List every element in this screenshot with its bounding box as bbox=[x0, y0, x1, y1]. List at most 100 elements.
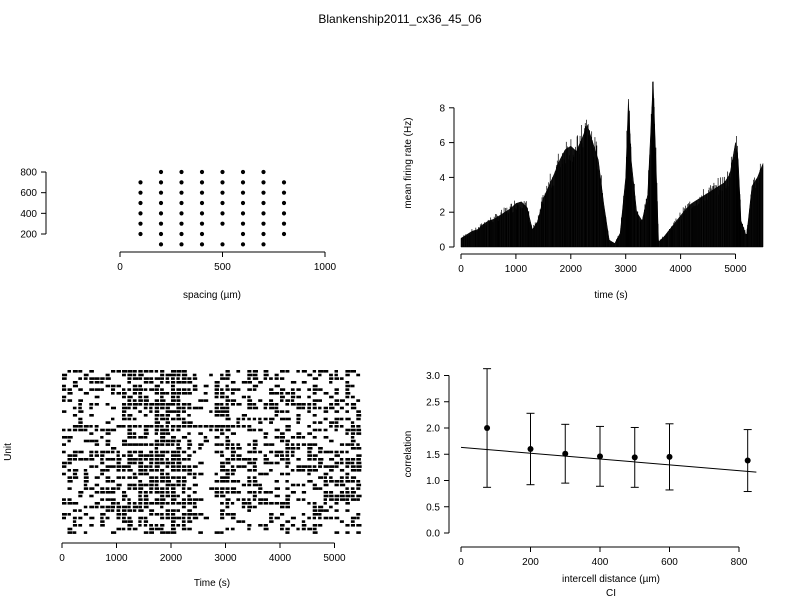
spike-raster-segment bbox=[323, 509, 329, 512]
spike-raster-segment bbox=[165, 373, 171, 377]
spike-raster-segment bbox=[100, 388, 104, 391]
spike-raster-segment bbox=[220, 410, 226, 413]
spike-raster-segment bbox=[116, 465, 122, 468]
spike-raster-segment bbox=[171, 520, 176, 523]
spike-raster-segment bbox=[94, 505, 99, 509]
spike-raster-segment bbox=[171, 399, 176, 402]
spike-raster-segment bbox=[269, 502, 274, 505]
spike-raster-segment bbox=[187, 414, 191, 417]
spike-raster-segment bbox=[160, 505, 164, 509]
spike-raster-segment bbox=[269, 417, 275, 421]
spike-raster-segment bbox=[225, 498, 231, 501]
spike-raster-segment bbox=[187, 388, 191, 391]
spike-raster-segment bbox=[318, 421, 323, 424]
spike-raster-segment bbox=[127, 417, 132, 421]
spike-raster-segment bbox=[263, 527, 269, 531]
spike-raster-segment bbox=[334, 480, 340, 483]
spike-raster-segment bbox=[329, 505, 333, 509]
spike-raster-segment bbox=[220, 465, 226, 468]
spike-raster-segment bbox=[149, 469, 154, 472]
spike-raster-segment bbox=[132, 505, 138, 509]
spike-raster-segment bbox=[334, 410, 340, 413]
spike-raster-segment bbox=[165, 483, 171, 487]
spike-raster-segment bbox=[100, 454, 105, 457]
spike-raster-segment bbox=[356, 373, 361, 377]
spike-raster-segment bbox=[78, 410, 84, 413]
spike-raster-segment bbox=[214, 472, 218, 476]
spike-raster-segment bbox=[154, 392, 159, 395]
spike-raster-segment bbox=[187, 469, 192, 472]
spike-raster-segment bbox=[339, 417, 344, 421]
spike-raster-segment bbox=[143, 524, 148, 527]
spike-raster-segment bbox=[122, 439, 127, 443]
spike-raster-segment bbox=[72, 414, 78, 417]
spike-raster-segment bbox=[323, 417, 328, 421]
spike-raster-segment bbox=[187, 403, 192, 406]
spike-raster-segment bbox=[301, 370, 307, 373]
spike-raster-segment bbox=[187, 502, 192, 505]
spike-raster-segment bbox=[122, 410, 127, 413]
spike-raster-segment bbox=[236, 447, 242, 450]
spike-raster-segment bbox=[154, 384, 160, 388]
spike-raster-segment bbox=[78, 516, 83, 520]
spike-raster-segment bbox=[105, 373, 110, 377]
spike-raster-segment bbox=[111, 384, 116, 388]
spike-raster-segment bbox=[78, 403, 82, 406]
spike-raster-x-tick-label: 5000 bbox=[323, 553, 346, 564]
spike-raster-segment bbox=[220, 450, 224, 454]
spike-raster-segment bbox=[160, 476, 166, 479]
spike-raster-segment bbox=[214, 395, 219, 399]
spike-raster-segment bbox=[171, 469, 176, 472]
spike-raster-segment bbox=[94, 388, 100, 391]
spike-raster-segment bbox=[78, 399, 83, 402]
correlation-axes: 0 200 400 600 800 0.0 0.5 1.0 1.5 2.0 2.5 3.0 bbox=[426, 371, 748, 568]
spike-raster-segment bbox=[176, 370, 182, 373]
spike-raster-segment bbox=[290, 381, 297, 384]
spike-raster-segment bbox=[350, 432, 356, 435]
spike-raster-segment bbox=[62, 461, 67, 465]
spike-raster-segment bbox=[132, 476, 138, 479]
spike-raster-segment bbox=[345, 395, 350, 399]
spike-raster-segment bbox=[220, 432, 225, 435]
spike-raster-segment bbox=[160, 399, 166, 402]
spike-raster-segment bbox=[165, 516, 171, 520]
spike-raster-segment bbox=[72, 384, 78, 388]
spike-raster-segment bbox=[187, 487, 192, 490]
spike-raster-segment bbox=[154, 461, 160, 465]
spike-raster-segment bbox=[230, 399, 237, 402]
spike-raster-segment bbox=[94, 395, 100, 399]
electrode-point bbox=[281, 180, 287, 185]
spike-raster-segment bbox=[165, 472, 170, 476]
spike-raster-segment bbox=[181, 476, 187, 479]
spike-raster-segment bbox=[350, 494, 355, 498]
spike-raster-segment bbox=[176, 403, 181, 406]
spike-raster-segment bbox=[318, 388, 323, 391]
spike-raster-segment bbox=[160, 454, 165, 457]
spike-raster-segment bbox=[160, 377, 164, 380]
spike-raster-segment bbox=[339, 483, 346, 487]
spike-raster-segment bbox=[176, 443, 180, 446]
electrode-point bbox=[179, 221, 184, 226]
spike-raster-segment bbox=[301, 483, 306, 487]
spike-raster-segment bbox=[258, 524, 263, 527]
spike-raster-segment bbox=[225, 447, 230, 450]
spike-raster-segment bbox=[307, 450, 312, 454]
spike-raster-segment bbox=[154, 524, 159, 527]
electrode-layout-y-tick-label: 200 bbox=[20, 230, 37, 241]
spike-raster-segment bbox=[290, 443, 295, 446]
spike-raster-segment bbox=[138, 469, 144, 472]
spike-raster-segment bbox=[290, 450, 295, 454]
spike-raster-segment bbox=[132, 392, 137, 395]
electrode-point bbox=[199, 169, 205, 175]
spike-raster-segment bbox=[236, 454, 242, 457]
spike-raster-segment bbox=[67, 461, 72, 465]
spike-raster-segment bbox=[247, 502, 252, 505]
spike-raster-segment bbox=[280, 505, 285, 509]
spike-raster-segment bbox=[94, 476, 100, 479]
spike-raster-segment bbox=[105, 421, 111, 424]
spike-raster-segment bbox=[323, 428, 328, 432]
spike-raster-segment bbox=[214, 428, 219, 432]
electrode-point bbox=[240, 211, 246, 216]
spike-raster-segment bbox=[72, 425, 79, 428]
spike-raster-segment bbox=[105, 439, 111, 443]
